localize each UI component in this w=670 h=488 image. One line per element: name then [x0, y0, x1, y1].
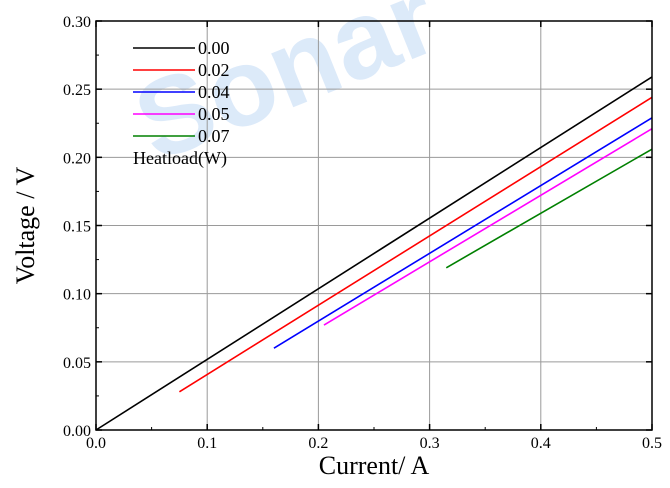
y-tick-label: 0.15: [63, 219, 91, 236]
legend-label-0.05: 0.05: [198, 104, 230, 124]
legend-title: Heatload(W): [133, 148, 227, 169]
series-line-0.05: [324, 129, 652, 325]
x-tick-label: 0.1: [197, 435, 217, 452]
legend-label-0.02: 0.02: [198, 60, 230, 80]
y-tick-label: 0.25: [63, 82, 91, 99]
legend-label-0.07: 0.07: [198, 126, 230, 146]
x-tick-label: 0.3: [420, 435, 440, 452]
y-tick-label: 0.30: [63, 14, 91, 31]
y-tick-label: 0.05: [63, 355, 91, 372]
y-tick-label: 0.10: [63, 287, 91, 304]
series-line-0.04: [274, 118, 652, 348]
y-tick-label: 0.20: [63, 150, 91, 167]
legend-label-0.04: 0.04: [198, 82, 230, 102]
series-line-0.07: [446, 149, 652, 268]
y-tick-label: 0.00: [63, 423, 91, 440]
x-tick-label: 0.4: [531, 435, 551, 452]
legend-label-0.00: 0.00: [198, 38, 230, 58]
x-tick-label: 0.5: [642, 435, 662, 452]
y-axis-title: Voltage / V: [11, 167, 40, 285]
x-axis-title: Current/ A: [319, 451, 430, 480]
x-tick-label: 0.2: [308, 435, 328, 452]
